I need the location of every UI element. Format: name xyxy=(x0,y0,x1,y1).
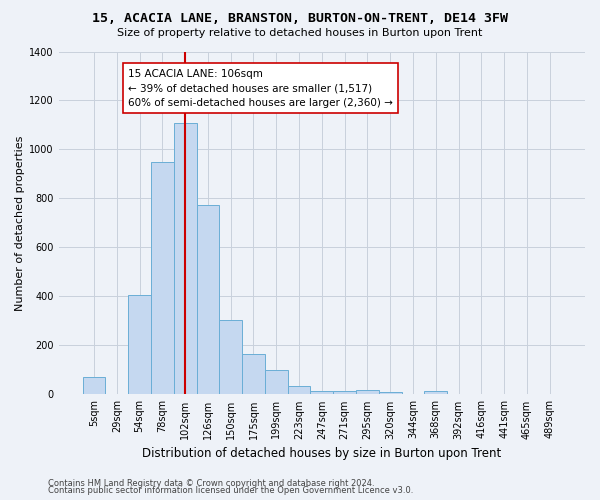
Bar xyxy=(128,295,151,394)
Bar xyxy=(310,391,333,394)
Text: 15 ACACIA LANE: 106sqm
← 39% of detached houses are smaller (1,517)
60% of semi-: 15 ACACIA LANE: 106sqm ← 39% of detached… xyxy=(128,68,393,108)
Bar xyxy=(287,386,310,394)
Bar xyxy=(424,391,447,394)
Y-axis label: Number of detached properties: Number of detached properties xyxy=(15,136,25,310)
X-axis label: Distribution of detached houses by size in Burton upon Trent: Distribution of detached houses by size … xyxy=(142,447,502,460)
Bar xyxy=(197,204,219,394)
Bar xyxy=(83,378,106,394)
Bar xyxy=(151,162,174,394)
Bar xyxy=(379,392,401,394)
Bar xyxy=(356,390,379,394)
Text: Size of property relative to detached houses in Burton upon Trent: Size of property relative to detached ho… xyxy=(118,28,482,38)
Bar xyxy=(242,354,265,395)
Bar xyxy=(265,370,287,394)
Bar xyxy=(333,391,356,394)
Text: 15, ACACIA LANE, BRANSTON, BURTON-ON-TRENT, DE14 3FW: 15, ACACIA LANE, BRANSTON, BURTON-ON-TRE… xyxy=(92,12,508,26)
Bar xyxy=(174,122,197,394)
Text: Contains public sector information licensed under the Open Government Licence v3: Contains public sector information licen… xyxy=(48,486,413,495)
Bar xyxy=(219,320,242,394)
Text: Contains HM Land Registry data © Crown copyright and database right 2024.: Contains HM Land Registry data © Crown c… xyxy=(48,478,374,488)
